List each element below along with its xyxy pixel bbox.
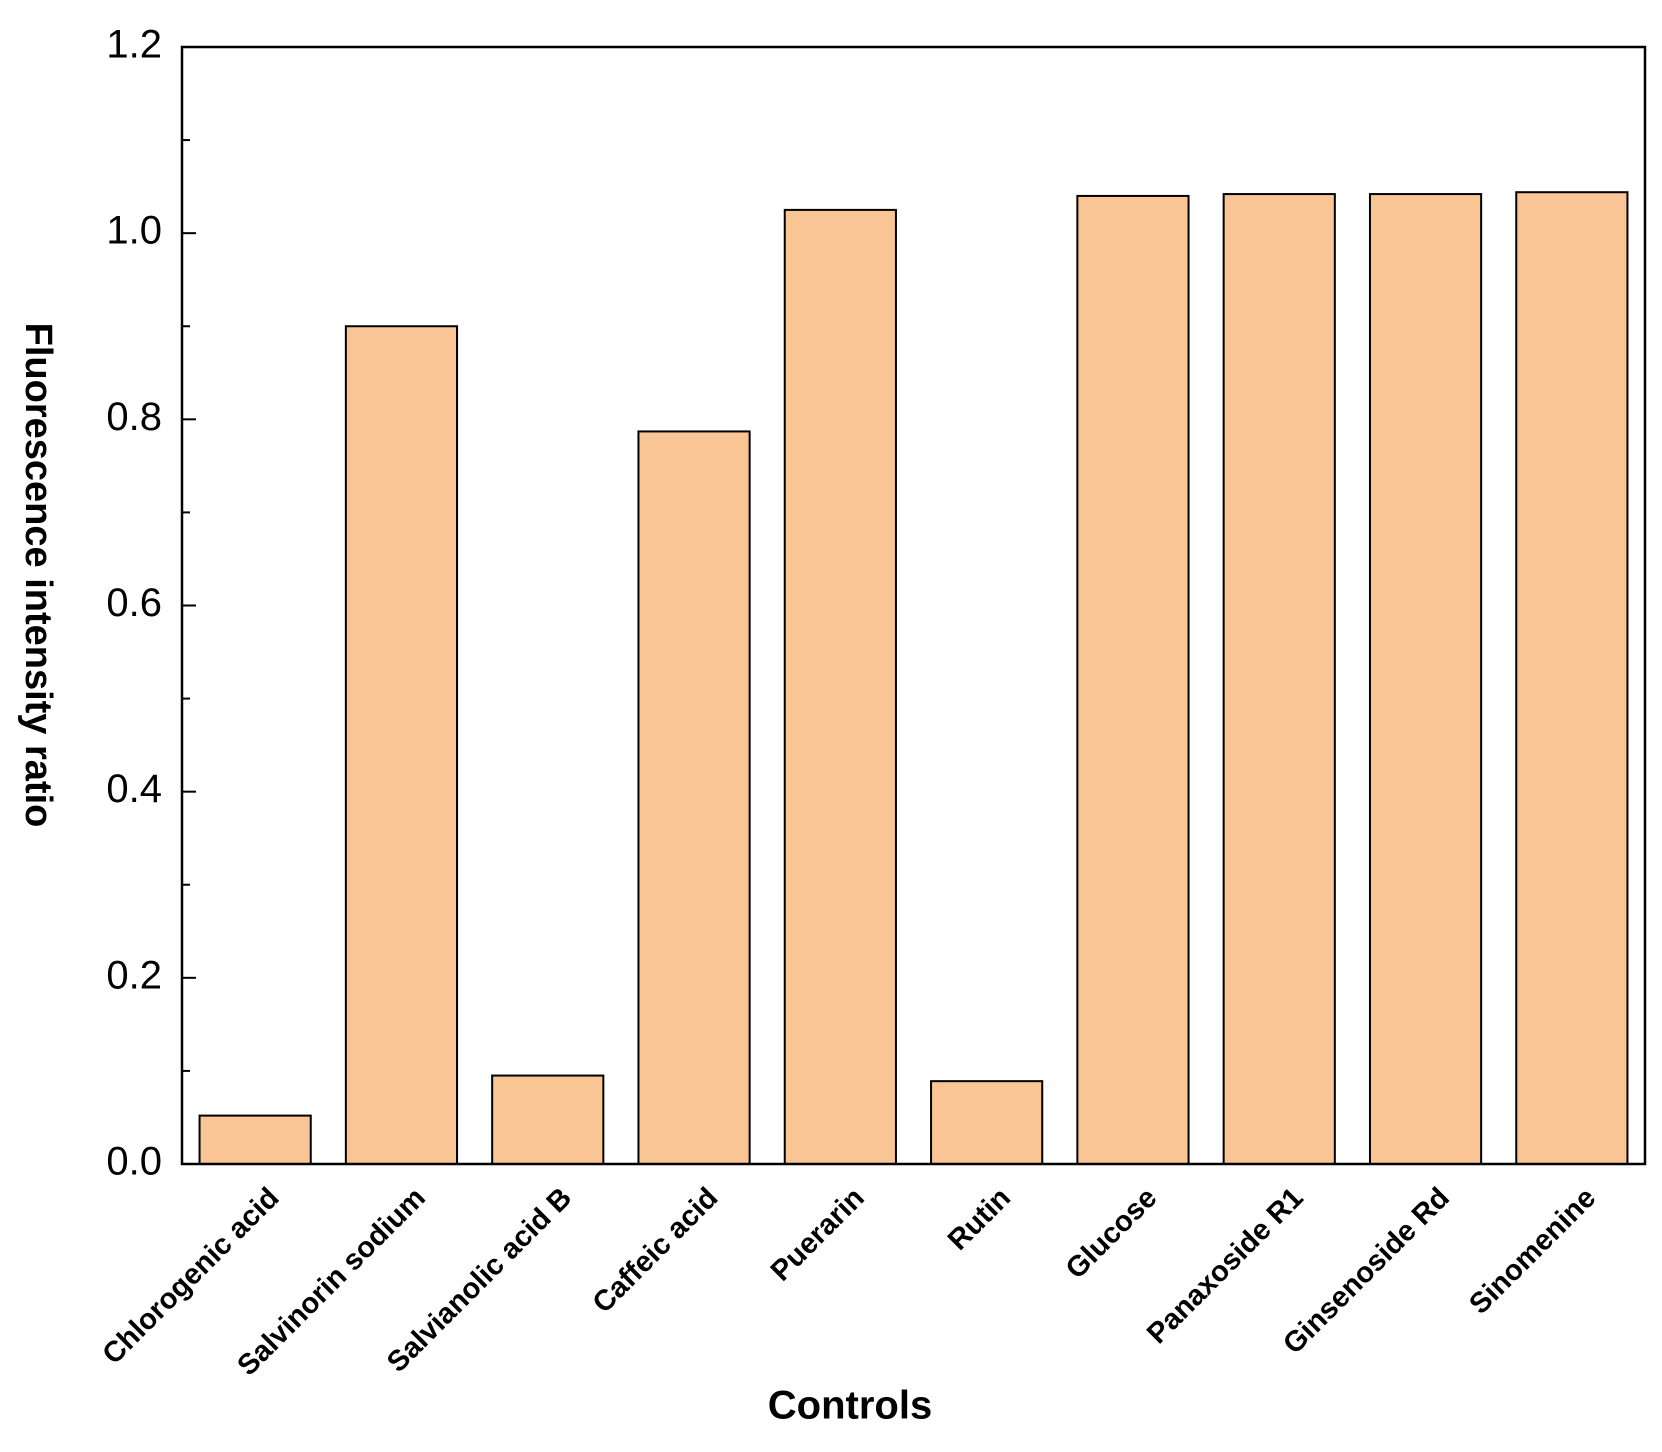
y-axis-label: Fluorescence intensity ratio [17,323,59,828]
x-tick-label: Panaxoside R1 [1141,1182,1310,1351]
bar [1076,194,1190,1165]
bar [344,325,459,1165]
bar [1515,191,1629,1165]
bar [1222,193,1336,1166]
x-tick-label: Puerarin [765,1182,871,1288]
bar [198,1114,312,1166]
x-tick-label: Rutin [942,1182,1017,1257]
y-tick-label: 0.6 [106,581,162,625]
y-tick-label: 0.0 [106,1140,162,1184]
y-tick-label: 0.2 [106,953,162,997]
bar [637,430,751,1166]
x-tick-label: Sinomenine [1463,1182,1602,1321]
bar [930,1080,1044,1166]
y-tick-label: 0.8 [106,395,162,439]
plot-frame [180,45,1647,1166]
x-tick-label: Glucose [1060,1182,1164,1286]
bar [783,208,897,1166]
bar [491,1074,605,1165]
y-tick-label: 0.4 [106,767,162,811]
x-axis-label: Controls [768,1384,932,1428]
bar [1368,193,1483,1166]
y-tick-label: 1.0 [106,209,162,253]
y-tick-label: 1.2 [106,23,162,67]
x-tick-label: Caffeic acid [587,1182,725,1320]
